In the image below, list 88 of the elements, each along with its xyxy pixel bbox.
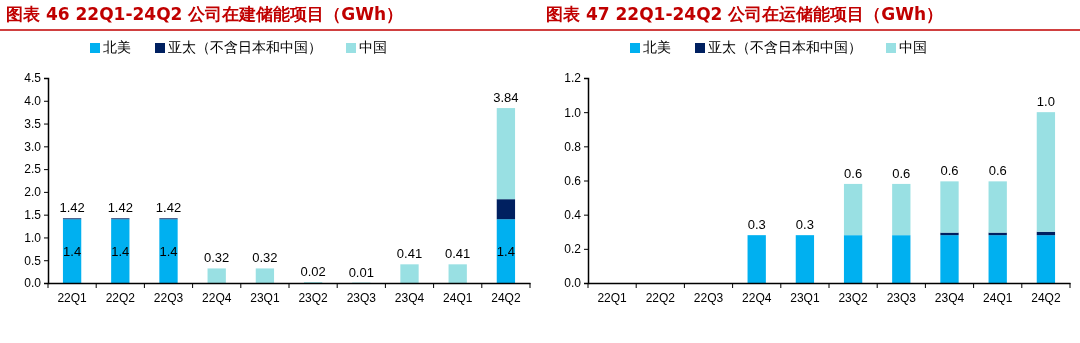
bar <box>496 219 516 283</box>
total-label: 0.3 <box>795 217 814 233</box>
x-tick-label: 23Q3 <box>886 290 917 305</box>
y-tick-label: 4.5 <box>24 71 42 86</box>
bar <box>400 264 419 283</box>
total-label: 0.32 <box>204 250 230 266</box>
total-label: 0.6 <box>988 163 1007 179</box>
x-tick-label: 22Q2 <box>645 290 676 305</box>
legend-label: 北美 <box>103 39 131 55</box>
total-label: 0.41 <box>396 246 423 262</box>
x-tick-label: 23Q1 <box>790 290 820 305</box>
x-tick-label: 24Q1 <box>983 290 1013 305</box>
x-tick-label: 23Q3 <box>346 290 377 305</box>
y-tick-label: 2.0 <box>24 185 42 200</box>
data-label: 1.4 <box>63 244 82 260</box>
bar <box>940 181 959 233</box>
total-label: 3.84 <box>493 90 519 106</box>
bar <box>795 235 815 283</box>
x-tick-label: 22Q1 <box>597 290 628 305</box>
bar <box>988 235 1007 283</box>
y-tick-label: 0.4 <box>564 208 582 223</box>
data-label: 1.4 <box>159 244 178 260</box>
bar <box>111 219 130 283</box>
total-label: 0.32 <box>252 250 278 266</box>
total-label: 1.0 <box>1036 94 1055 110</box>
total-label: 0.6 <box>940 163 959 179</box>
total-label: 0.6 <box>892 165 911 181</box>
bar <box>1036 112 1056 232</box>
y-tick-label: 0.0 <box>564 276 582 291</box>
chart-title: 图表 46 22Q1-24Q2 公司在建储能项目（GWh） <box>6 4 404 24</box>
x-tick-label: 23Q2 <box>838 290 869 305</box>
y-tick-label: 3.0 <box>24 139 42 154</box>
x-tick-label: 22Q3 <box>153 290 184 305</box>
y-tick-label: 4.0 <box>24 94 42 109</box>
bar <box>747 235 766 283</box>
y-tick-label: 0.8 <box>564 139 582 154</box>
y-tick-label: 0.5 <box>24 253 42 268</box>
total-label: 0.41 <box>445 246 471 262</box>
x-tick-label: 23Q2 <box>298 290 329 305</box>
total-label: 0.01 <box>348 264 374 280</box>
x-tick-label: 23Q4 <box>934 290 965 305</box>
x-tick-label: 22Q4 <box>742 290 772 305</box>
bar <box>892 183 911 236</box>
bar <box>62 219 82 283</box>
bar <box>255 268 275 283</box>
y-tick-label: 0.0 <box>24 276 42 291</box>
bar <box>496 199 516 220</box>
chart-title: 图表 47 22Q1-24Q2 公司在运储能项目（GWh） <box>546 4 944 24</box>
data-label: 1.4 <box>111 244 130 260</box>
total-label: 0.6 <box>844 165 863 181</box>
total-label: 1.42 <box>155 200 182 216</box>
y-tick-label: 1.0 <box>564 105 582 120</box>
y-tick-label: 1.2 <box>564 71 582 86</box>
y-tick-label: 0.2 <box>564 242 582 257</box>
data-label: 1.4 <box>496 244 515 260</box>
bar <box>892 235 911 283</box>
x-tick-label: 22Q2 <box>105 290 136 305</box>
x-tick-label: 23Q1 <box>250 290 280 305</box>
x-tick-label: 22Q1 <box>57 290 88 305</box>
legend-label: 中国 <box>359 39 387 55</box>
x-tick-label: 23Q4 <box>394 290 425 305</box>
bar <box>496 108 516 200</box>
x-tick-label: 22Q3 <box>693 290 724 305</box>
total-label: 1.42 <box>59 200 85 216</box>
y-tick-label: 3.5 <box>24 116 42 131</box>
legend-label: 亚太（不含日本和中国） <box>708 39 862 55</box>
legend-label: 中国 <box>899 39 927 55</box>
y-tick-label: 2.5 <box>24 162 42 177</box>
y-tick-label: 1.0 <box>24 230 42 245</box>
y-tick-label: 1.5 <box>24 208 42 223</box>
total-label: 0.02 <box>300 264 326 280</box>
bar <box>207 268 226 283</box>
bar <box>843 235 863 283</box>
bar <box>448 264 467 283</box>
x-tick-label: 22Q4 <box>202 290 232 305</box>
bar <box>843 183 863 236</box>
legend-label: 北美 <box>643 39 671 55</box>
total-label: 0.3 <box>747 217 766 233</box>
bar <box>940 235 959 283</box>
y-tick-label: 0.6 <box>564 173 582 188</box>
bar <box>159 219 178 283</box>
x-tick-label: 24Q2 <box>491 290 521 305</box>
x-tick-label: 24Q1 <box>443 290 473 305</box>
x-tick-label: 24Q2 <box>1031 290 1061 305</box>
legend-label: 亚太（不含日本和中国） <box>168 39 322 55</box>
total-label: 1.42 <box>107 200 133 216</box>
bar <box>1036 235 1056 283</box>
bar <box>988 181 1007 233</box>
